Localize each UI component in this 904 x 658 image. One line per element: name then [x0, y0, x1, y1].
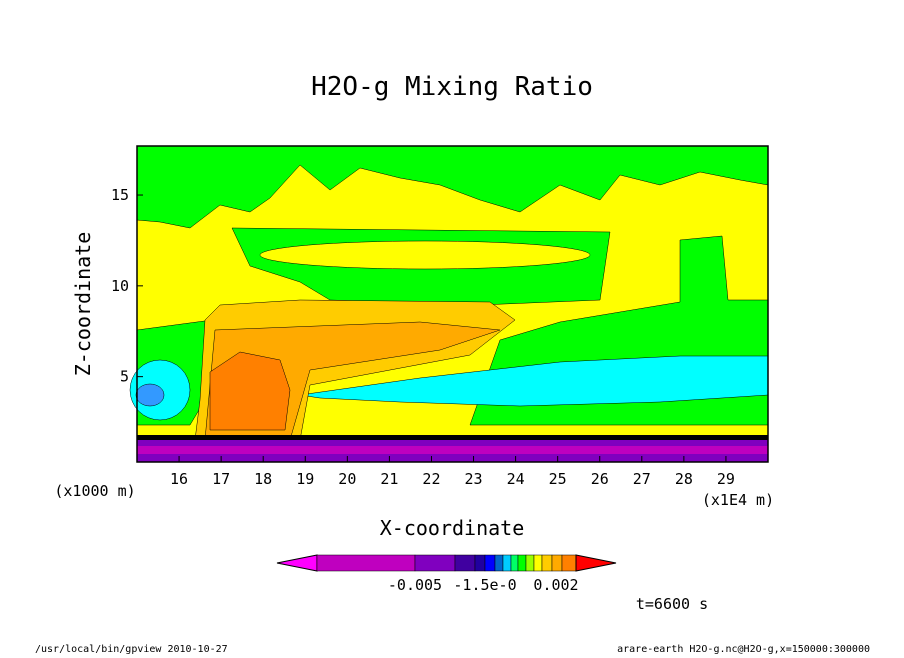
colorbar-tick-label: -0.005 — [388, 576, 442, 594]
colorbar-segment — [276, 554, 318, 572]
x-tick-label: 24 — [507, 470, 525, 488]
colorbar-segment — [541, 554, 553, 572]
x-tick-label: 26 — [591, 470, 609, 488]
contour-region — [259, 240, 591, 270]
x-tick-label: 16 — [170, 470, 188, 488]
colorbar-segment — [525, 554, 535, 572]
footer-left: /usr/local/bin/gpview 2010-10-27 — [35, 644, 228, 654]
colorbar-segment — [575, 554, 617, 572]
colorbar-segment — [316, 554, 416, 572]
contour-region — [137, 446, 768, 454]
x-unit: (x1E4 m) — [702, 491, 774, 509]
colorbar-segment — [414, 554, 456, 572]
x-tick-label: 17 — [212, 470, 230, 488]
colorbar-segment — [474, 554, 486, 572]
x-tick-label: 21 — [380, 470, 398, 488]
contour-region — [209, 351, 291, 431]
x-tick-label: 18 — [254, 470, 272, 488]
y-unit: (x1000 m) — [54, 482, 135, 500]
x-tick-label: 29 — [717, 470, 735, 488]
x-tick-label: 23 — [465, 470, 483, 488]
colorbar-segment — [510, 554, 519, 572]
colorbar-segment — [517, 554, 527, 572]
x-tick-label: 25 — [549, 470, 567, 488]
contour-region — [135, 383, 165, 407]
y-tick-label: 5 — [120, 368, 129, 386]
colorbar-segment — [533, 554, 543, 572]
colorbar-segment — [494, 554, 504, 572]
x-tick-label: 22 — [422, 470, 440, 488]
footer-right: arare-earth_H2O-g.nc@H2O-g,x=150000:3000… — [617, 644, 870, 654]
x-tick-label: 27 — [633, 470, 651, 488]
x-tick-label: 19 — [296, 470, 314, 488]
plot-frame — [136, 145, 769, 463]
colorbar-segment — [454, 554, 476, 572]
annotation: t=6600 s — [636, 595, 708, 613]
colorbar-tick-label: -1.5e-0 — [453, 576, 516, 594]
contour-region — [136, 145, 769, 229]
colorbar-tick-label: 0.002 — [533, 576, 578, 594]
y-axis-title: Z-coordinate — [71, 232, 95, 377]
x-axis-title: X-coordinate — [380, 516, 525, 540]
x-tick-label: 28 — [675, 470, 693, 488]
contour-field — [129, 145, 769, 463]
chart-title: H2O-g Mixing Ratio — [311, 72, 593, 102]
colorbar-segment — [551, 554, 563, 572]
colorbar-segment — [561, 554, 577, 572]
x-tick-label: 20 — [338, 470, 356, 488]
colorbar-segment — [484, 554, 496, 572]
y-tick-label: 10 — [111, 277, 129, 295]
contour-line — [137, 435, 768, 440]
colorbar-segment — [502, 554, 512, 572]
y-tick-label: 15 — [111, 186, 129, 204]
